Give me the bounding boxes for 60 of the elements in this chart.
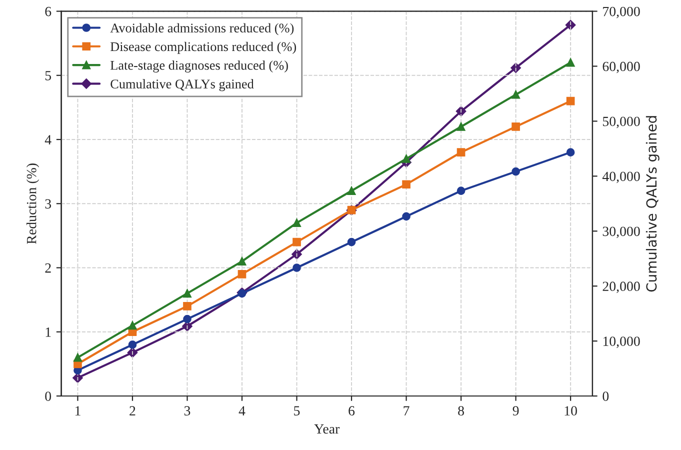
point — [128, 321, 137, 330]
x-tick-label: 3 — [184, 406, 190, 416]
point — [566, 58, 575, 67]
y2-tick-label: 50,000 — [603, 116, 640, 128]
point — [402, 180, 410, 189]
point — [566, 148, 575, 156]
x-tick-label: 9 — [512, 406, 519, 416]
point — [512, 122, 520, 131]
point — [456, 122, 466, 131]
x-tick-label: 5 — [294, 406, 300, 416]
point — [456, 186, 466, 195]
legend-label: Disease complications reduced (%) — [110, 42, 296, 54]
point — [292, 264, 301, 272]
point — [566, 96, 575, 106]
point — [402, 212, 410, 221]
y-tick-label: 4 — [44, 135, 52, 144]
point — [183, 289, 192, 298]
y-tick-label: 2 — [45, 263, 51, 273]
y2-tick-label: 30,000 — [602, 226, 640, 238]
point — [238, 270, 246, 278]
y2-axis-title: Cumulative QALYs gained — [646, 116, 660, 292]
legend-label: Late-stage diagnoses reduced (%) — [110, 60, 288, 72]
x-tick-label: 1 — [75, 406, 80, 416]
point — [456, 148, 466, 156]
y-tick-label: 0 — [45, 392, 52, 401]
point — [510, 62, 521, 73]
x-tick-label: 2 — [130, 406, 136, 416]
point — [292, 218, 301, 228]
point — [402, 154, 410, 163]
y2-tick-label: 10,000 — [603, 336, 640, 348]
x-tick-label: 10 — [564, 406, 577, 416]
y2-tick-label: 70,000 — [603, 6, 640, 18]
y-tick-label: 6 — [45, 6, 52, 16]
x-tick-label: 8 — [458, 406, 464, 416]
legend-label: Avoidable admissions reduced (%) — [110, 23, 294, 36]
point — [512, 90, 520, 99]
point — [183, 314, 192, 324]
point — [292, 238, 301, 246]
point — [456, 106, 466, 116]
y-tick-label: 3 — [45, 199, 52, 209]
x-tick-label: 4 — [238, 406, 246, 416]
point — [512, 167, 520, 176]
x-axis-title: Year — [314, 424, 340, 434]
y2-tick-label: 60,000 — [602, 62, 640, 74]
point — [347, 186, 356, 195]
point — [238, 257, 246, 266]
point — [292, 249, 302, 260]
point — [128, 340, 137, 349]
x-tick-label: 7 — [404, 406, 410, 416]
x-tick-label: 6 — [348, 406, 355, 416]
legend-label: Cumulative QALYs gained — [110, 79, 254, 92]
point — [74, 353, 82, 362]
point — [347, 238, 356, 246]
y-axis-title: Reduction (%) — [26, 164, 40, 244]
y2-tick-label: 0 — [602, 392, 609, 401]
y-tick-label: 1 — [46, 328, 51, 337]
y2-tick-label: 20,000 — [602, 282, 640, 294]
y-tick-label: 5 — [45, 71, 52, 80]
y2-tick-label: 40,000 — [602, 172, 640, 184]
point — [183, 302, 192, 310]
